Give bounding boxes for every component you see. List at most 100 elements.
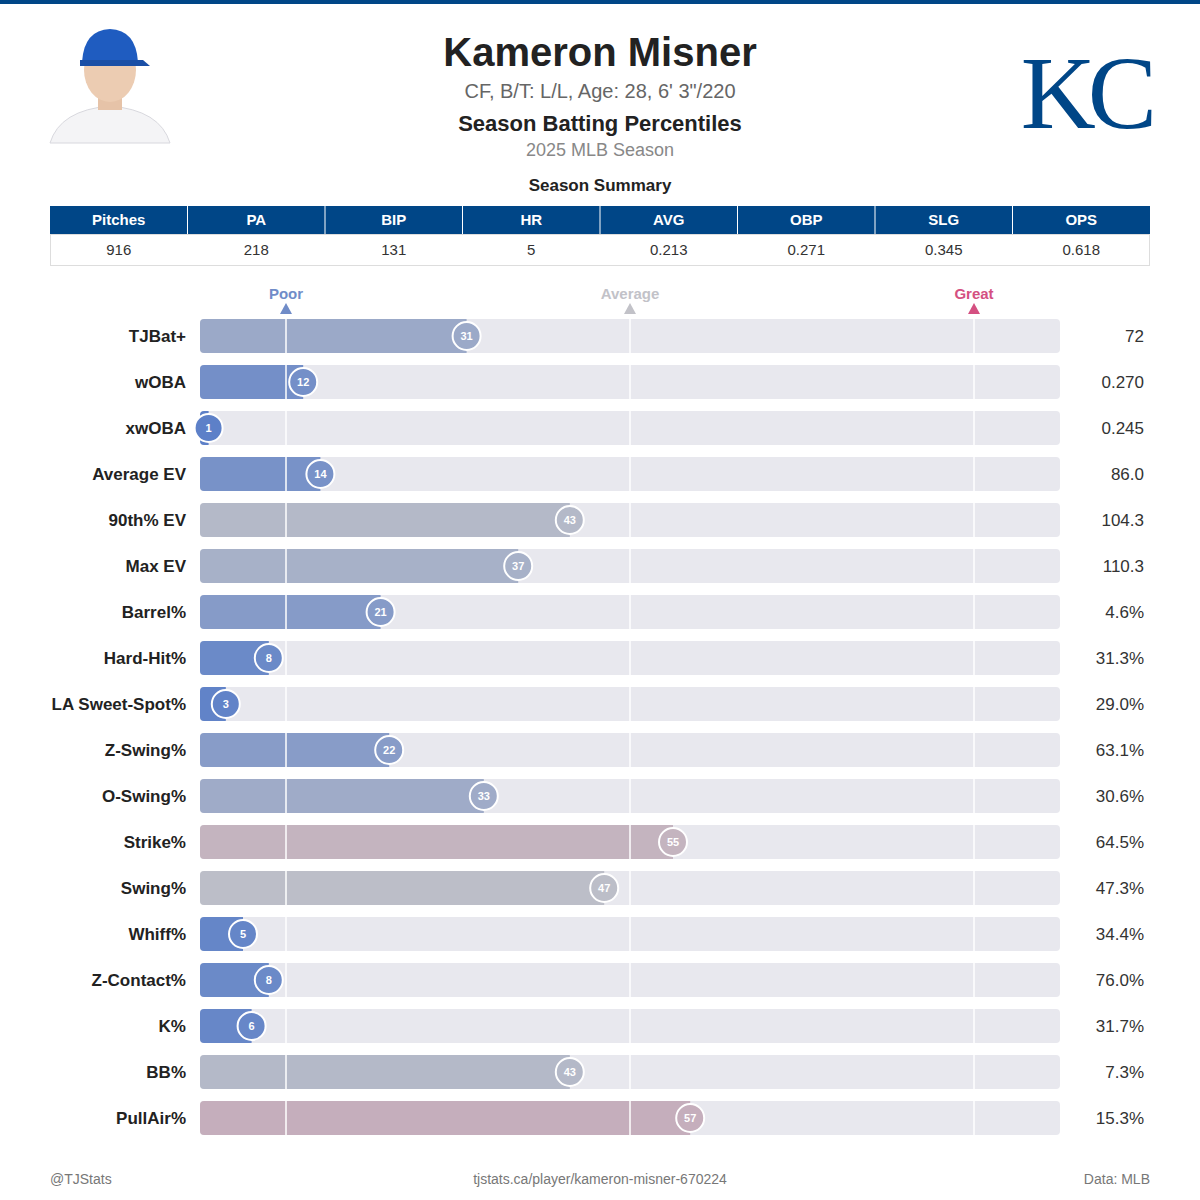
grid-line — [973, 503, 975, 537]
row — [200, 641, 1060, 675]
stat-value: 7.3% — [1105, 1063, 1144, 1082]
category-label: Whiff% — [128, 925, 186, 944]
grid-line — [285, 549, 287, 583]
percentile-dot — [556, 506, 584, 534]
grid-line — [629, 733, 631, 767]
percentile-dot — [556, 1058, 584, 1086]
percentile-label: 5 — [240, 928, 246, 940]
row — [200, 917, 1060, 951]
grid-line — [629, 1055, 631, 1089]
percentile-label: 3 — [223, 698, 229, 710]
stat-value: 47.3% — [1096, 879, 1144, 898]
category-label: Max EV — [126, 557, 187, 576]
grid-line — [973, 1101, 975, 1135]
percentile-label: 1 — [206, 422, 212, 434]
row — [200, 963, 1060, 997]
table-value: 0.618 — [1062, 241, 1100, 258]
photo-cap — [82, 29, 138, 62]
grid-line — [973, 825, 975, 859]
percentile-dot — [255, 966, 283, 994]
category-label: 90th% EV — [109, 511, 187, 530]
bar — [200, 457, 320, 491]
bar-track — [200, 457, 1060, 491]
grid-line — [973, 595, 975, 629]
percentile-dot — [229, 920, 257, 948]
table-value: 0.345 — [925, 241, 963, 258]
season: 2025 MLB Season — [526, 140, 674, 160]
page: Kameron MisnerCF, B/T: L/L, Age: 28, 6' … — [0, 0, 1200, 1200]
stat-value: 31.3% — [1096, 649, 1144, 668]
category-label: Z-Swing% — [105, 741, 186, 760]
bar — [200, 319, 467, 353]
bar — [200, 871, 604, 905]
team-logo: KC — [1021, 35, 1152, 150]
grid-line — [629, 365, 631, 399]
row — [200, 1055, 1060, 1089]
percentile-label: 55 — [667, 836, 679, 848]
table-value: 5 — [527, 241, 535, 258]
grid-line — [285, 1101, 287, 1135]
percentile-label: 12 — [297, 376, 309, 388]
grid-line — [629, 963, 631, 997]
grid-line — [973, 549, 975, 583]
stat-value: 4.6% — [1105, 603, 1144, 622]
percentile-label: 43 — [564, 1066, 576, 1078]
grid-line — [973, 1009, 975, 1043]
grid-line — [285, 641, 287, 675]
table-divider — [600, 206, 601, 234]
table-value: 0.213 — [650, 241, 688, 258]
stat-value: 31.7% — [1096, 1017, 1144, 1036]
category-label: LA Sweet-Spot% — [52, 695, 186, 714]
bar — [200, 549, 518, 583]
table-value: 916 — [106, 241, 131, 258]
bar-track — [200, 641, 1060, 675]
row — [200, 1101, 1060, 1135]
table-divider — [325, 206, 326, 234]
percentile-label: 31 — [460, 330, 472, 342]
grid-line — [629, 871, 631, 905]
bar-track — [200, 687, 1060, 721]
percentile-dot — [238, 1012, 266, 1040]
grid-line — [285, 779, 287, 813]
grid-line — [973, 917, 975, 951]
table-header: SLG — [928, 211, 959, 228]
stat-value: 104.3 — [1101, 511, 1144, 530]
grid-line — [973, 779, 975, 813]
table-header: OBP — [790, 211, 823, 228]
grid-line — [629, 319, 631, 353]
row — [200, 1009, 1060, 1043]
percentile-dot — [289, 368, 317, 396]
labels: TJBat+3172wOBA120.270xwOBA10.245Average … — [52, 322, 1144, 1132]
table-header: BIP — [381, 211, 406, 228]
row — [200, 365, 1060, 399]
grid-line — [285, 825, 287, 859]
grid-line — [973, 1055, 975, 1089]
percentile-dot — [453, 322, 481, 350]
footer-handle: @TJStats — [50, 1171, 112, 1187]
percentile-dot — [375, 736, 403, 764]
bar — [200, 365, 303, 399]
grid-line — [629, 411, 631, 445]
grid-line — [285, 365, 287, 399]
category-label: BB% — [146, 1063, 186, 1082]
stat-value: 86.0 — [1111, 465, 1144, 484]
bar-track — [200, 871, 1060, 905]
grid-line — [285, 917, 287, 951]
bar-track — [200, 733, 1060, 767]
category-label: xwOBA — [126, 419, 186, 438]
percentile-label: 33 — [478, 790, 490, 802]
bar-track — [200, 503, 1060, 537]
photo-shoulders — [50, 106, 170, 143]
grid-line — [973, 365, 975, 399]
table-header-row — [50, 206, 1150, 234]
bar-track — [200, 365, 1060, 399]
grid-line — [973, 411, 975, 445]
category-label: O-Swing% — [102, 787, 186, 806]
grid-line — [629, 1009, 631, 1043]
bar — [200, 595, 381, 629]
table-value: 0.271 — [787, 241, 825, 258]
category-label: Hard-Hit% — [104, 649, 186, 668]
footer-source: Data: MLB — [1084, 1171, 1150, 1187]
bar-track — [200, 549, 1060, 583]
percentile-dot — [590, 874, 618, 902]
